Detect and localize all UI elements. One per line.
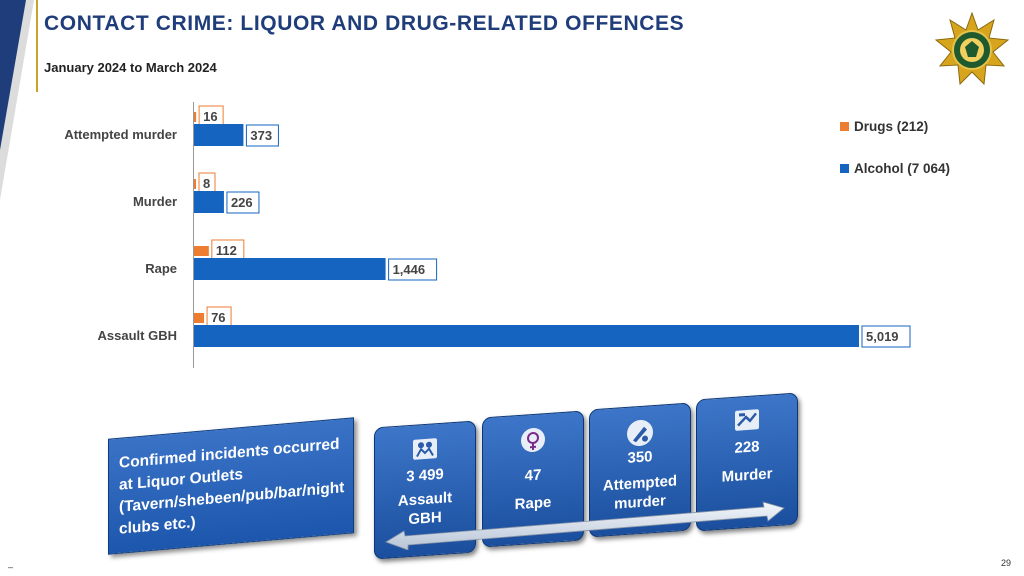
legend-swatch-drugs bbox=[840, 121, 849, 131]
data-label-drugs: 112 bbox=[216, 243, 237, 258]
tile-value: 228 bbox=[734, 438, 760, 457]
bar-drugs bbox=[194, 246, 209, 256]
data-label-alcohol: 226 bbox=[231, 195, 253, 210]
legend-swatch-alcohol bbox=[840, 163, 849, 173]
page-title: CONTACT CRIME: LIQUOR AND DRUG-RELATED O… bbox=[44, 12, 685, 35]
tile-value: 3 499 bbox=[406, 465, 444, 486]
bar-drugs bbox=[194, 313, 205, 323]
bar-alcohol bbox=[194, 325, 859, 347]
page-number: 29 bbox=[1001, 558, 1012, 568]
data-label-alcohol: 1,446 bbox=[393, 262, 426, 277]
bar-alcohol bbox=[194, 124, 244, 146]
legend-item-drugs: Drugs (212) bbox=[840, 116, 950, 136]
chart-legend: Drugs (212) Alcohol (7 064) bbox=[840, 116, 950, 200]
legend-label-alcohol: Alcohol (7 064) bbox=[854, 160, 951, 176]
data-label-drugs: 16 bbox=[203, 109, 217, 124]
murder-icon bbox=[735, 409, 759, 431]
tile-murder: 228 Murder bbox=[696, 392, 798, 532]
tile-rape: 47 Rape bbox=[482, 410, 584, 548]
category-label: Assault GBH bbox=[98, 328, 177, 343]
police-emblem-logo bbox=[934, 12, 1010, 86]
category-label: Rape bbox=[145, 261, 177, 276]
data-label-box bbox=[226, 191, 260, 214]
data-label-box bbox=[245, 124, 279, 147]
corner-decoration bbox=[0, 0, 34, 200]
attempted-murder-icon bbox=[627, 419, 653, 447]
title-accent-line bbox=[36, 0, 38, 92]
tile-label: Murder bbox=[721, 465, 773, 486]
data-label-alcohol: 373 bbox=[250, 128, 272, 143]
bar-drugs bbox=[194, 179, 196, 189]
liquor-outlets-heading-box: Confirmed incidents occurred at Liquor O… bbox=[108, 417, 354, 555]
footer-dash: – bbox=[8, 562, 14, 572]
category-label: Murder bbox=[133, 194, 177, 209]
tile-assault-gbh: 3 499 Assault GBH bbox=[374, 420, 476, 560]
assault-icon bbox=[413, 438, 437, 460]
bar-alcohol bbox=[194, 191, 224, 213]
data-label-box bbox=[861, 325, 911, 348]
bar-alcohol bbox=[194, 258, 386, 280]
rape-icon bbox=[521, 427, 545, 453]
tile-attempted-murder: 350 Attempted murder bbox=[589, 402, 691, 538]
bar-chart: Attempted murder 16 373 Murder 8 226 Rape 112 1,… bbox=[64, 102, 911, 368]
data-label-drugs: 76 bbox=[211, 310, 225, 325]
data-label-alcohol: 5,019 bbox=[866, 329, 899, 344]
data-label-drugs: 8 bbox=[203, 176, 210, 191]
legend-item-alcohol: Alcohol (7 064) bbox=[840, 158, 950, 178]
tile-value: 350 bbox=[627, 448, 653, 467]
bar-drugs bbox=[194, 112, 197, 122]
legend-label-drugs: Drugs (212) bbox=[854, 118, 929, 134]
tile-value: 47 bbox=[524, 466, 542, 485]
double-headed-arrow bbox=[385, 501, 785, 550]
liquor-outlets-heading: Confirmed incidents occurred at Liquor O… bbox=[119, 435, 345, 538]
page-subtitle: January 2024 to March 2024 bbox=[44, 60, 217, 75]
data-label-box bbox=[388, 258, 438, 281]
category-label: Attempted murder bbox=[64, 127, 177, 142]
